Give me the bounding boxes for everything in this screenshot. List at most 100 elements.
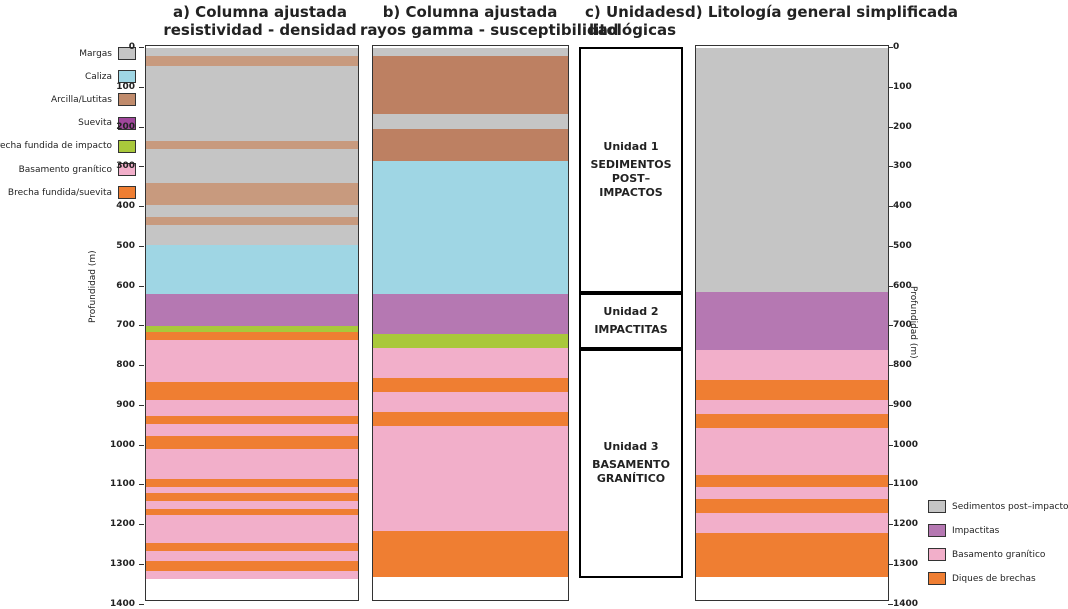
unit-title: Unidad 1 (603, 140, 659, 154)
depth-tick-mark (888, 285, 893, 287)
column-b-layer-margas (373, 48, 568, 56)
column-d-layer-basamento (696, 399, 888, 414)
legend-swatch (928, 500, 946, 513)
title-c-line2: litológicas (588, 21, 677, 39)
unit-description: IMPACTITAS (594, 323, 668, 337)
depth-tick-label: 1300 (893, 558, 919, 569)
column-b-gamma-susceptibility (372, 45, 569, 601)
legend-item: Suevita (78, 116, 136, 130)
column-a-layer-brecha-suevita (146, 509, 358, 516)
column-b-layer-suevita (373, 294, 568, 335)
depth-tick-label: 400 (116, 201, 135, 211)
depth-tick-label: 200 (893, 121, 912, 132)
title-b-line1: b) Columna ajustada (382, 3, 558, 21)
depth-tick-label: 0 (128, 42, 135, 52)
column-a-layer-brecha-impacto (146, 326, 358, 333)
depth-tick-mark (139, 563, 144, 565)
legend-swatch (928, 548, 946, 561)
legend-item: Sedimentos post–impactos (928, 500, 1068, 513)
legend-item: Brecha fundida/suevita (7, 186, 136, 200)
legend-item: Arcilla/Lutitas (51, 93, 136, 107)
column-d-layer-brecha-suevita (696, 379, 888, 400)
depth-tick-mark (139, 404, 144, 406)
depth-tick-mark (139, 325, 144, 327)
depth-tick-label: 1000 (893, 439, 919, 450)
column-b-layer-basamento (373, 425, 568, 531)
column-b-layer-brecha-suevita (373, 530, 568, 577)
unit-box-2: Unidad 2 IMPACTITAS (579, 293, 683, 350)
legend-label: Basamento granítico (18, 164, 112, 175)
column-a-layer-margas (146, 205, 358, 217)
legend-swatch (118, 186, 136, 200)
depth-tick-mark (888, 86, 893, 88)
legend-swatch (928, 572, 946, 585)
column-a-layer-caliza (146, 244, 358, 295)
column-d-layer-suevita (696, 292, 888, 351)
legend-item: Diques de brechas (928, 572, 1036, 585)
depth-tick-mark (139, 166, 144, 168)
title-a-line1: a) Columna ajustada (172, 3, 347, 21)
legend-item: Impactitas (928, 524, 999, 537)
column-d-layer-brecha-suevita (696, 413, 888, 428)
legend-label: Arcilla/Lutitas (51, 94, 112, 105)
column-a-layer-basamento (146, 515, 358, 543)
column-a-layer-brecha-suevita (146, 479, 358, 488)
legend-item: Caliza (84, 70, 136, 84)
column-a-layer-brecha-suevita (146, 560, 358, 571)
column-a-layer-arcilla (146, 55, 358, 66)
depth-tick-label: 0 (893, 42, 900, 52)
column-b-layer-brecha-suevita (373, 411, 568, 426)
depth-tick-label: 700 (893, 320, 912, 331)
unit-title: Unidad 3 (603, 440, 659, 454)
legend-label: Caliza (84, 71, 112, 82)
depth-tick-label: 1100 (109, 479, 135, 490)
depth-tick-label: 300 (116, 161, 135, 172)
legend-label: Impactitas (952, 525, 1000, 536)
legend-swatch (118, 47, 136, 60)
legend-label: Sedimentos post–impactos (952, 501, 1068, 512)
column-d-layer-basamento (696, 513, 888, 533)
column-b-layer-basamento (373, 391, 568, 412)
column-a-layer-margas (146, 65, 358, 142)
legend-swatch (118, 139, 136, 153)
column-d-layer-basamento (696, 487, 888, 500)
column-a-layer-margas (146, 149, 358, 184)
column-b-layer-arcilla-dark (373, 55, 568, 114)
unit-box-3: Unidad 3 BASAMENTO GRANÍTICO (579, 349, 683, 578)
depth-tick-mark (888, 126, 893, 128)
column-d-layer-basamento (696, 427, 888, 476)
title-d: d) Litología general simplificada (685, 3, 958, 21)
legend-swatch (118, 116, 136, 130)
column-a-layer-basamento (146, 449, 358, 480)
depth-tick-label: 600 (116, 280, 135, 291)
column-a-layer-margas (146, 48, 358, 56)
legend-item: Basamento granítico (19, 163, 136, 176)
depth-tick-mark (888, 325, 893, 327)
legend-item: Margas (79, 47, 136, 60)
column-a-layer-basamento (146, 487, 358, 494)
column-d-layer-brecha-suevita (696, 475, 888, 488)
unit-description: SEDIMENTOS POST–IMPACTOS (590, 158, 672, 200)
column-d-simplified-lithology (695, 45, 889, 601)
column-a-layer-basamento (146, 340, 358, 382)
depth-tick-mark (139, 444, 144, 446)
title-a: a) Columna ajustada resistividad - densi… (160, 3, 360, 39)
column-b-layer-brecha-suevita (373, 377, 568, 392)
unit-description: BASAMENTO GRANÍTICO (592, 458, 670, 486)
depth-tick-mark (888, 524, 893, 525)
column-a-layer-brecha-suevita (146, 542, 358, 551)
legend-label: Brecha fundida/suevita (7, 187, 112, 198)
depth-tick-label: 500 (893, 240, 912, 251)
depth-tick-label: 600 (893, 280, 912, 291)
depth-tick-label: 100 (893, 81, 912, 92)
column-b-layer-margas (373, 113, 568, 130)
depth-tick-mark (888, 484, 893, 486)
title-c: c) Unidades litológicas (585, 3, 685, 39)
depth-tick-mark (139, 484, 144, 486)
depth-tick-label: 900 (893, 399, 912, 410)
depth-tick-label: 1200 (893, 519, 919, 529)
column-a-layer-arcilla (146, 183, 358, 205)
depth-tick-label: 400 (893, 201, 912, 211)
legend-item: Basamento granítico (928, 548, 1045, 561)
depth-tick-mark (888, 206, 893, 207)
